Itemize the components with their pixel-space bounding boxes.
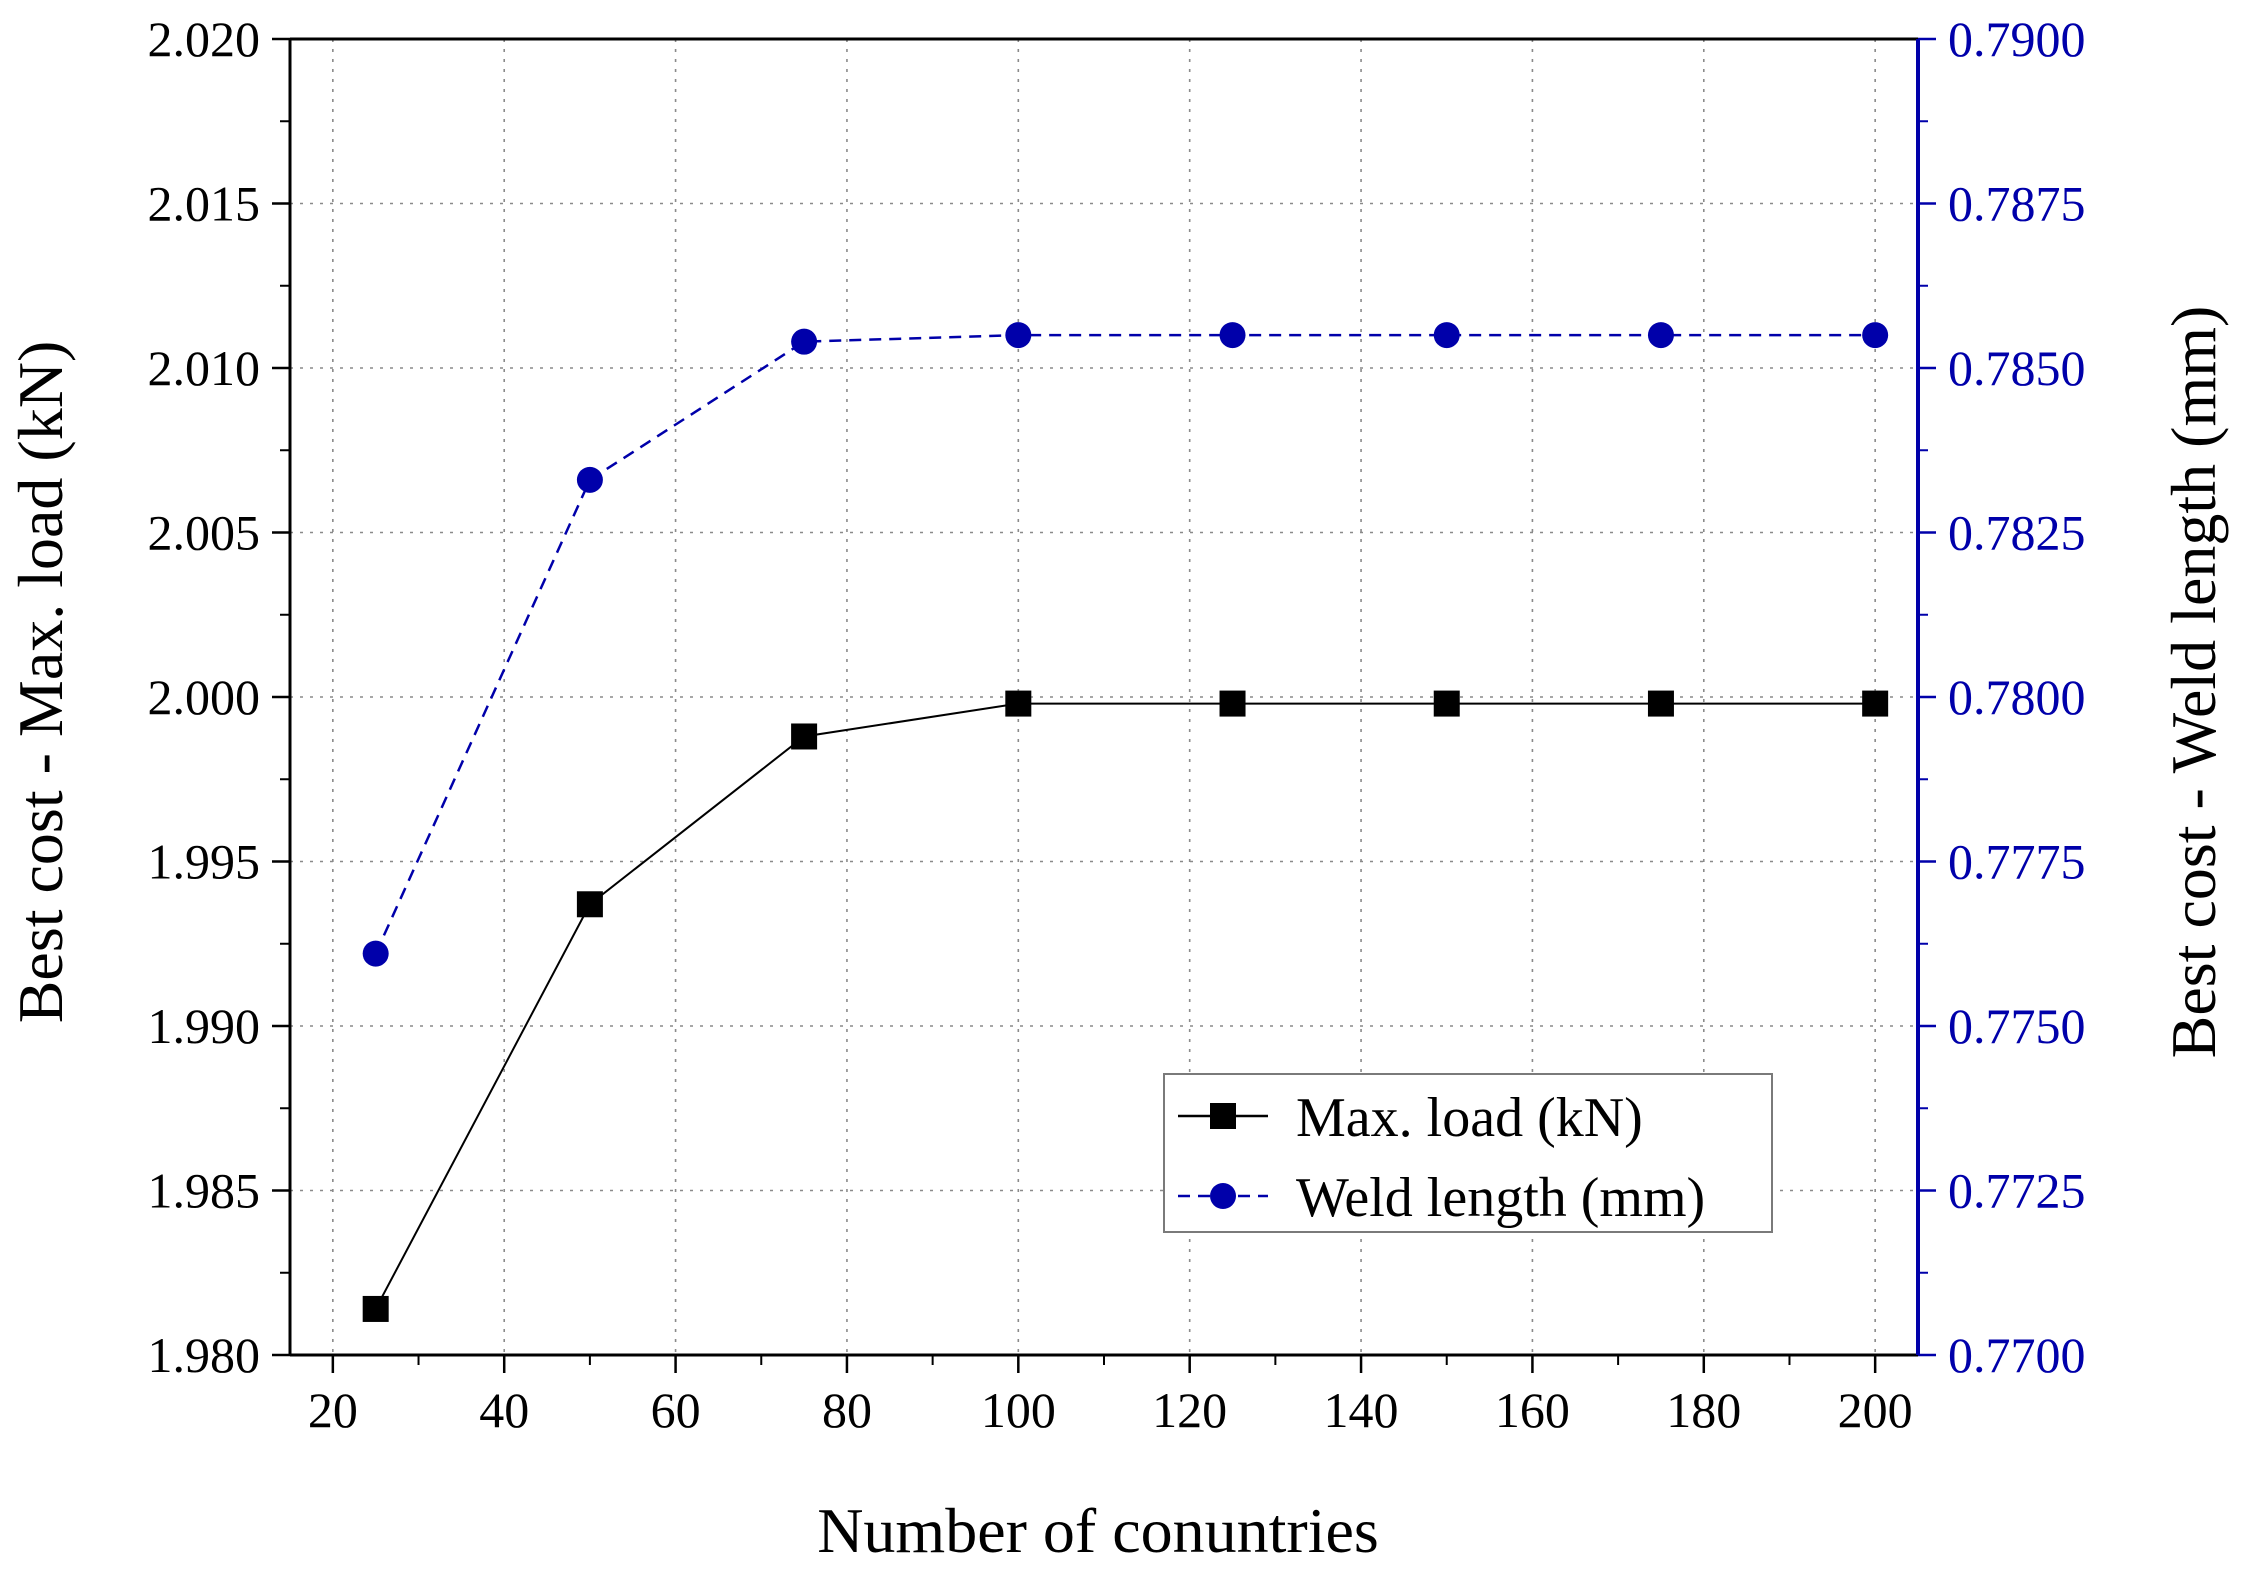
right-y-axis-title: Best cost - Weld length (mm): [2158, 306, 2229, 1059]
x-tick-label: 200: [1838, 1382, 1913, 1438]
legend-label-weld-length: Weld length (mm): [1296, 1167, 1705, 1229]
grid-lines: [290, 39, 1918, 1355]
legend-marker-circle-icon: [1210, 1183, 1236, 1209]
left-y-axis-title: Best cost - Max. load (kN): [5, 341, 76, 1024]
tick-labels: 20 40 60 80 100 120 140 160 180 200 1.980 1.985 1.99…: [148, 11, 2086, 1438]
right-y-tick-label: 0.7700: [1948, 1327, 2086, 1383]
data-point-max-load-kn: [362, 1295, 389, 1322]
data-point-weld-length-mm: [1647, 322, 1674, 349]
data-point-max-load-kn: [1647, 690, 1674, 717]
tick-marks: [272, 37, 1936, 1373]
right-y-tick-label: 0.7875: [1948, 176, 2086, 232]
data-point-weld-length-mm: [1862, 322, 1889, 349]
x-tick-label: 60: [651, 1382, 701, 1438]
left-y-tick-label: 2.010: [148, 340, 261, 396]
data-point-max-load-kn: [1433, 690, 1460, 717]
data-point-max-load-kn: [791, 723, 818, 750]
left-y-tick-label: 1.995: [148, 834, 261, 890]
data-point-max-load-kn: [1862, 690, 1889, 717]
legend: Max. load (kN) Weld length (mm): [1163, 1073, 1773, 1233]
data-point-weld-length-mm: [576, 466, 603, 493]
data-point-weld-length-mm: [1433, 322, 1460, 349]
right-y-tick-label: 0.7850: [1948, 340, 2086, 396]
x-axis-title: Number of conuntries: [817, 1495, 1379, 1566]
series-line-max-load-kn: [374, 702, 1876, 1310]
right-y-tick-label: 0.7775: [1948, 834, 2086, 890]
legend-marker-square-icon: [1210, 1103, 1236, 1129]
left-y-tick-label: 1.985: [148, 1163, 261, 1219]
legend-label-max-load: Max. load (kN): [1296, 1087, 1643, 1149]
x-tick-label: 160: [1495, 1382, 1570, 1438]
data-point-max-load-kn: [1005, 690, 1032, 717]
data-point-weld-length-mm: [1005, 322, 1032, 349]
x-tick-label: 180: [1666, 1382, 1741, 1438]
data-point-weld-length-mm: [1219, 322, 1246, 349]
left-y-tick-label: 2.005: [148, 505, 261, 561]
right-y-tick-label: 0.7725: [1948, 1163, 2086, 1219]
x-tick-label: 20: [308, 1382, 358, 1438]
x-tick-label: 120: [1152, 1382, 1227, 1438]
data-point-weld-length-mm: [791, 328, 818, 355]
data-point-max-load-kn: [576, 891, 603, 918]
x-tick-label: 100: [981, 1382, 1056, 1438]
series-layer: [362, 322, 1889, 1322]
left-y-tick-label: 1.990: [148, 998, 261, 1054]
left-y-tick-label: 2.015: [148, 176, 261, 232]
left-y-tick-label: 1.980: [148, 1327, 261, 1383]
left-y-tick-label: 2.000: [148, 669, 261, 725]
left-y-tick-label: 2.020: [148, 11, 261, 67]
data-point-weld-length-mm: [362, 940, 389, 967]
x-tick-label: 40: [479, 1382, 529, 1438]
series-line-weld-length-mm: [374, 333, 1876, 955]
right-y-tick-label: 0.7800: [1948, 669, 2086, 725]
x-tick-label: 80: [822, 1382, 872, 1438]
right-y-tick-label: 0.7900: [1948, 11, 2086, 67]
right-y-tick-label: 0.7750: [1948, 998, 2086, 1054]
x-tick-label: 140: [1324, 1382, 1399, 1438]
legend-box: [1163, 1073, 1773, 1233]
right-y-tick-label: 0.7825: [1948, 505, 2086, 561]
data-point-max-load-kn: [1219, 690, 1246, 717]
